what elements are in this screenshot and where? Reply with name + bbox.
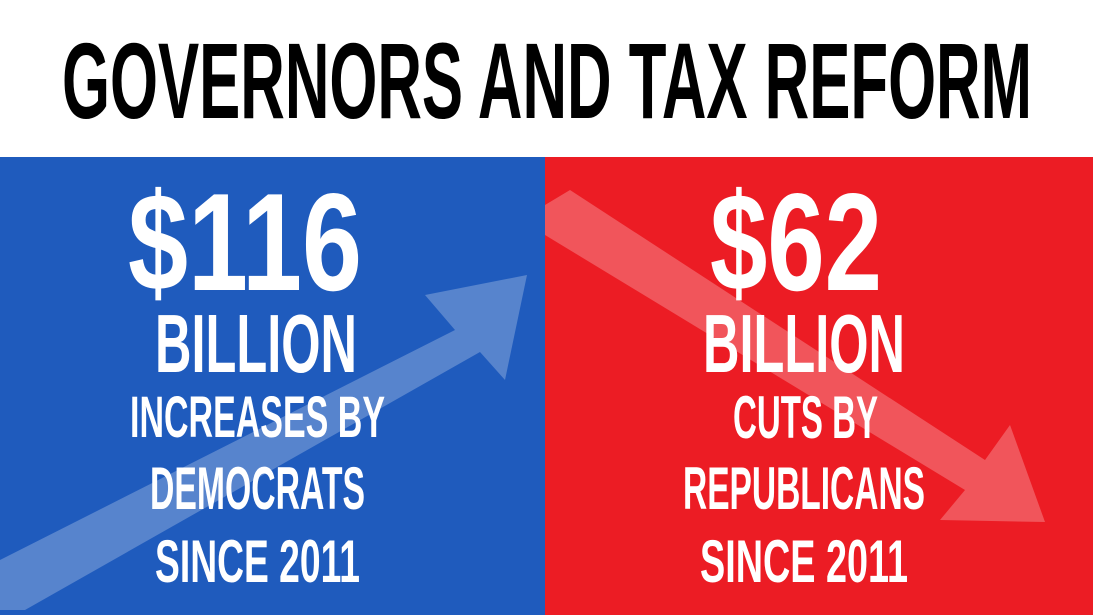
- caption-line: REPUBLICANS: [683, 455, 925, 522]
- unit: BILLION: [155, 297, 357, 390]
- header-background: [0, 0, 1093, 157]
- caption-line: SINCE 2011: [700, 528, 908, 595]
- caption-line: SINCE 2011: [155, 528, 360, 595]
- caption-line: DEMOCRATS: [150, 455, 365, 522]
- caption-line: INCREASES BY: [130, 385, 385, 450]
- down-arrow: [545, 190, 1045, 522]
- title: GOVERNORS AND TAX REFORM: [62, 20, 1032, 141]
- amount: $62: [710, 165, 882, 320]
- unit: BILLION: [703, 297, 905, 390]
- red-panel: [545, 157, 1093, 615]
- up-arrow: [0, 275, 527, 610]
- amount: $116: [128, 165, 362, 320]
- blue-panel: [0, 157, 545, 615]
- caption-line: CUTS BY: [733, 384, 878, 451]
